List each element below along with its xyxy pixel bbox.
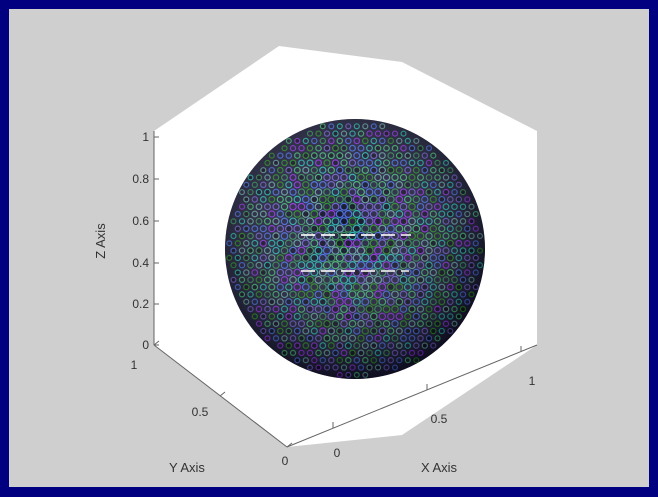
plot-area: 1 0.8 0.6 0.4 0.2 0 1 0.5 0 0 0.5 1 Z Ax… xyxy=(93,46,538,475)
y-tick-label: 1 xyxy=(131,358,138,372)
z-ticks xyxy=(154,136,159,346)
y-ticks xyxy=(153,340,293,448)
y-tick-label: 0.5 xyxy=(192,405,209,419)
x-tick-label: 0 xyxy=(334,446,341,460)
x-ticks xyxy=(332,346,522,428)
figure-panel: 1 0.8 0.6 0.4 0.2 0 1 0.5 0 0 0.5 1 Z Ax… xyxy=(9,9,649,487)
x-axis-label: X Axis xyxy=(421,460,458,475)
z-tick-label: 0.6 xyxy=(132,214,149,228)
z-tick-label: 0.8 xyxy=(132,172,149,186)
z-tick-label: 1 xyxy=(142,130,149,144)
z-tick-label: 0.2 xyxy=(132,297,149,311)
y-tick-label: 0 xyxy=(282,454,289,468)
y-tick xyxy=(219,391,226,397)
sphere-scatter xyxy=(225,119,485,379)
y-tick xyxy=(286,442,293,448)
z-axis-label: Z Axis xyxy=(93,223,108,259)
z-tick-label: 0 xyxy=(142,338,149,352)
x-axis-line xyxy=(286,344,538,448)
y-axis-label: Y Axis xyxy=(169,460,205,475)
sphere-shading xyxy=(225,119,485,379)
x-tick-label: 0.5 xyxy=(431,412,448,426)
x-tick-label: 1 xyxy=(529,374,536,388)
z-tick-label: 0.4 xyxy=(132,256,149,270)
y-tick xyxy=(153,340,160,346)
